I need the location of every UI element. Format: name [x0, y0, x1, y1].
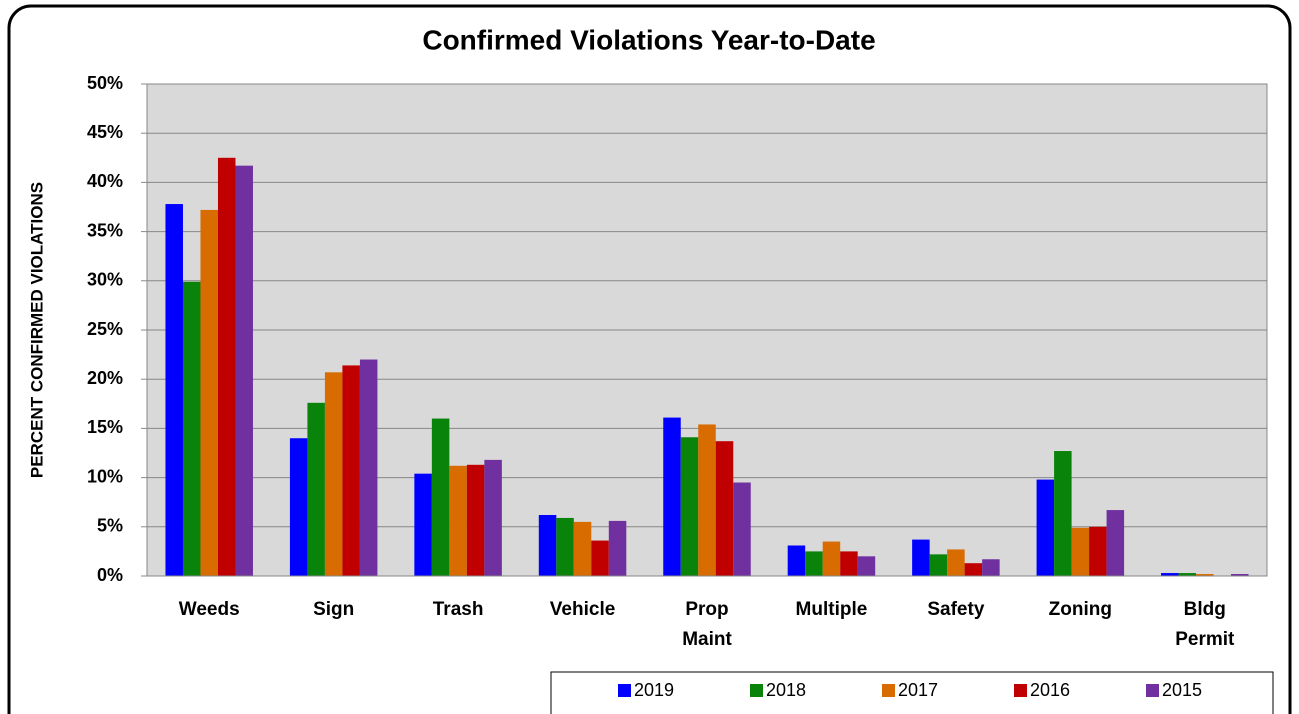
legend-label: 2015 [1162, 680, 1202, 700]
bar [1231, 574, 1249, 576]
bar [1036, 479, 1055, 576]
bar [1106, 510, 1125, 576]
bar [307, 402, 325, 576]
y-tick-label: 45% [87, 122, 123, 142]
bar [449, 465, 467, 576]
x-tick-label: Sign [313, 599, 354, 620]
bar [289, 438, 308, 576]
y-tick-label: 35% [87, 220, 123, 240]
chart-title: Confirmed Violations Year-to-Date [422, 24, 875, 55]
x-tick-label: Bldg Permit [1175, 599, 1235, 650]
bar [663, 417, 681, 576]
legend-label: 2017 [898, 680, 938, 700]
bar [556, 517, 574, 576]
bar [1196, 574, 1214, 576]
bar [912, 539, 930, 576]
bar [929, 554, 948, 576]
y-tick-label: 15% [87, 417, 123, 437]
bar [1071, 527, 1090, 576]
x-tick-label: Weeds [179, 599, 240, 620]
bar [466, 464, 485, 576]
bar [342, 365, 360, 576]
legend-swatch [750, 684, 763, 697]
bar [165, 204, 183, 576]
bar [787, 545, 806, 576]
legend-label: 2019 [634, 680, 674, 700]
y-tick-label: 50% [87, 73, 123, 93]
y-tick-label: 0% [97, 565, 123, 585]
legend-label: 2016 [1030, 680, 1070, 700]
bar [947, 549, 965, 576]
x-tick-label: Vehicle [550, 599, 616, 620]
x-tick-label: Zoning [1049, 599, 1112, 620]
bar [840, 551, 858, 576]
x-tick-label: Safety [927, 599, 984, 620]
legend-swatch [618, 684, 631, 697]
bar [733, 482, 751, 576]
y-tick-label: 40% [87, 171, 123, 191]
bar [591, 540, 609, 576]
bar [200, 209, 218, 576]
bar [698, 424, 716, 576]
bar [484, 459, 502, 576]
bar [805, 551, 823, 576]
y-axis-label: PERCENT CONFIRMED VIOLATIONS [27, 182, 46, 478]
bar [1161, 573, 1179, 576]
bar [538, 514, 557, 576]
bar [1089, 526, 1107, 576]
legend-swatch [1014, 684, 1027, 697]
bar [1054, 451, 1072, 576]
bar [573, 521, 592, 576]
bar [182, 281, 201, 576]
y-tick-label: 20% [87, 368, 123, 388]
y-tick-label: 5% [97, 516, 123, 536]
x-tick-label: Trash [433, 599, 484, 620]
y-tick-label: 25% [87, 319, 123, 339]
y-tick-label: 10% [87, 466, 123, 486]
bar [680, 437, 699, 576]
bar [414, 473, 432, 576]
legend-swatch [1146, 684, 1159, 697]
bar [608, 520, 627, 576]
bar [359, 359, 378, 576]
bar [964, 563, 983, 576]
bar [982, 559, 1000, 576]
bar [217, 157, 236, 577]
bar [324, 372, 343, 576]
bar [1178, 573, 1197, 576]
x-tick-label: Multiple [796, 599, 868, 620]
x-tick-label: Prop Maint [682, 599, 732, 650]
bar [431, 418, 450, 576]
bar [715, 441, 734, 576]
legend-label: 2018 [766, 680, 806, 700]
bar [822, 541, 841, 576]
bar [857, 556, 876, 576]
bar [235, 165, 253, 576]
legend-swatch [882, 684, 895, 697]
y-tick-label: 30% [87, 270, 123, 290]
